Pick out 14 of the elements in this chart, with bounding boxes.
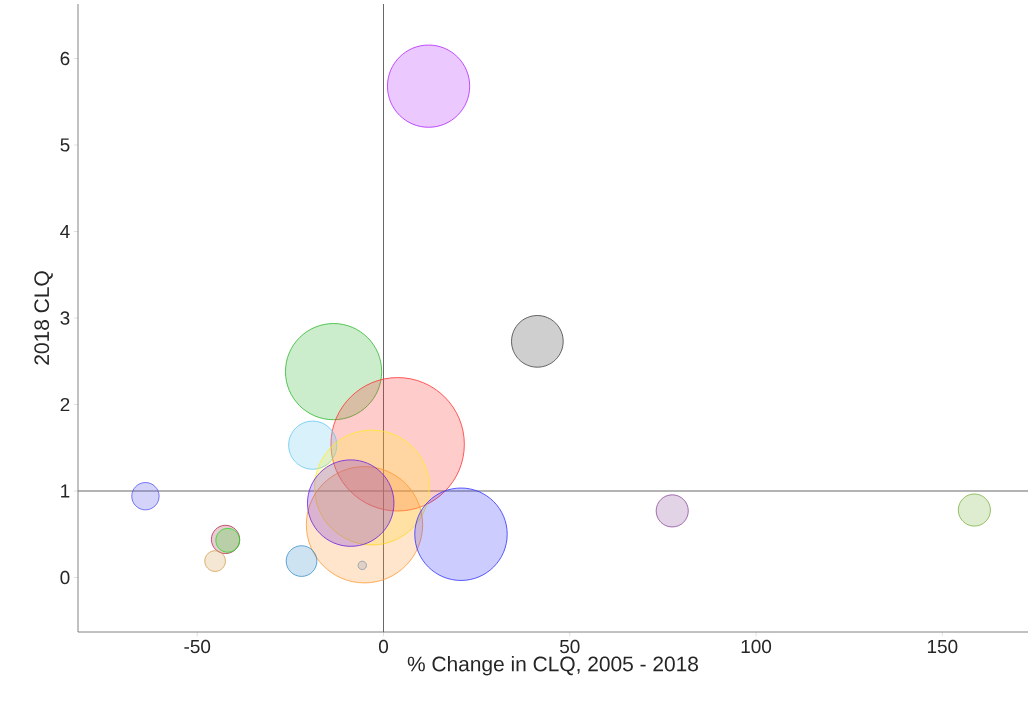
y-tick-label: 2 (60, 397, 70, 412)
y-tick-label: 1 (61, 484, 70, 498)
x-axis-title: % Change in CLQ, 2005 - 2018 (407, 656, 698, 676)
y-tick-label: 6 (60, 51, 70, 66)
x-tick-label: 0 (378, 639, 389, 654)
y-axis-title: 2018 CLQ (34, 271, 53, 365)
x-tick-label: 150 (927, 639, 958, 654)
y-tick-label: 3 (60, 311, 70, 325)
x-tick-label: -50 (184, 639, 211, 654)
y-tick-label: 0 (60, 570, 70, 585)
y-tick-label: 5 (60, 138, 70, 152)
y-tick-label: 4 (60, 224, 70, 239)
x-tick-label: 100 (741, 639, 772, 654)
x-tick-label: 50 (559, 639, 580, 654)
